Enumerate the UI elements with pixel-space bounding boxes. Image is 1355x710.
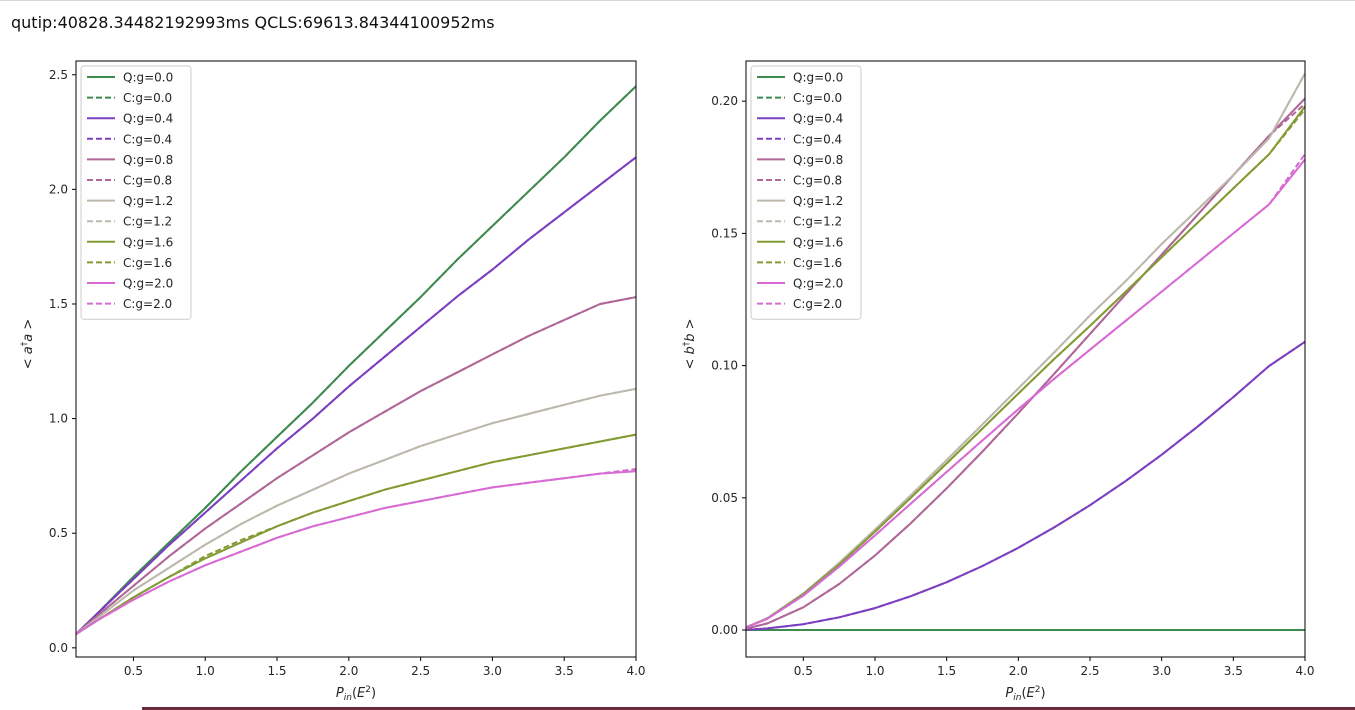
y-tick-label: 1.0 bbox=[49, 412, 68, 426]
x-tick-label: 4.0 bbox=[626, 664, 645, 678]
y-tick-label: 1.5 bbox=[49, 297, 68, 311]
series-line-c-g-1-2 bbox=[746, 72, 1305, 629]
y-tick-label: 0.00 bbox=[711, 623, 738, 637]
x-tick-label: 2.5 bbox=[411, 664, 430, 678]
y-tick-label: 0.15 bbox=[711, 226, 738, 240]
legend-entry: C:g=0.8 bbox=[123, 174, 172, 188]
x-tick-label: 2.5 bbox=[1080, 664, 1099, 678]
series-line-c-g-0-0 bbox=[76, 85, 636, 635]
series-line-c-g-1-6 bbox=[76, 433, 636, 635]
series-line-c-g-2-0 bbox=[746, 153, 1305, 629]
legend-entry: C:g=2.0 bbox=[123, 297, 172, 311]
legend-entry: C:g=1.6 bbox=[793, 256, 842, 270]
legend-entry: C:g=0.4 bbox=[793, 132, 842, 146]
legend-entry: C:g=1.2 bbox=[793, 215, 842, 229]
x-tick-label: 0.5 bbox=[794, 664, 813, 678]
chart-left: 0.5 1.0 1.5 2.0 2.5 3.0 3.5 4.0 0.0 0.5 1.0 1.5 2.0 2… bbox=[20, 60, 646, 703]
x-tick-label: 4.0 bbox=[1295, 664, 1314, 678]
timing-readout: qutip:40828.34482192993ms QCLS:69613.843… bbox=[11, 13, 495, 32]
legend-entry: Q:g=0.4 bbox=[793, 112, 843, 126]
figure: 0.5 1.0 1.5 2.0 2.5 3.0 3.5 4.0 0.0 0.5 1.0 1.5 2.0 2… bbox=[0, 48, 1355, 710]
legend-entry: Q:g=1.6 bbox=[793, 235, 843, 249]
legend-entry: Q:g=2.0 bbox=[123, 277, 173, 291]
x-tick-label: 1.5 bbox=[267, 664, 286, 678]
legend-entry: C:g=1.2 bbox=[123, 215, 172, 229]
legend-entry: Q:g=1.2 bbox=[123, 194, 173, 208]
legend: Q:g=0.0 C:g=0.0 Q:g=0.4 C:g=0.4 Q:g=0.8 C:g=0… bbox=[80, 65, 192, 320]
axes-frame bbox=[745, 60, 1306, 658]
y-axis-label: < a†a > bbox=[20, 319, 36, 370]
x-tick-label: 3.0 bbox=[483, 664, 502, 678]
x-tick-label: 1.0 bbox=[196, 664, 215, 678]
series-line-c-g-1-2 bbox=[76, 387, 636, 635]
series-group bbox=[746, 72, 1305, 631]
y-tick-label: 0.10 bbox=[711, 359, 738, 373]
series-line-c-g-0-8 bbox=[746, 103, 1305, 630]
y-axis-label: < b†b > bbox=[682, 318, 698, 369]
legend-entry: C:g=0.8 bbox=[793, 174, 842, 188]
x-axis-label: Pin(E2) bbox=[1005, 685, 1045, 703]
legend-entry: Q:g=2.0 bbox=[793, 277, 843, 291]
scroll-edge bbox=[142, 707, 1355, 710]
series-line-c-g-1-6 bbox=[746, 108, 1305, 629]
series-line-q-g-0-8 bbox=[76, 296, 636, 635]
legend-entry: Q:g=1.2 bbox=[793, 194, 843, 208]
legend-entry: C:g=2.0 bbox=[793, 297, 842, 311]
x-tick-label: 3.5 bbox=[1224, 664, 1243, 678]
y-tick-label: 0.05 bbox=[711, 491, 738, 505]
legend: Q:g=0.0 C:g=0.0 Q:g=0.4 C:g=0.4 Q:g=0.8 C:g=0… bbox=[750, 65, 862, 320]
x-tick-label: 1.5 bbox=[937, 664, 956, 678]
axes-frame bbox=[75, 60, 637, 658]
series-line-c-g-0-4 bbox=[746, 340, 1305, 631]
y-tick-label: 0.20 bbox=[711, 94, 738, 108]
series-line-c-g-2-0 bbox=[76, 468, 636, 635]
x-tick-label: 2.0 bbox=[1009, 664, 1028, 678]
series-group bbox=[76, 85, 636, 635]
chart-right: 0.5 1.0 1.5 2.0 2.5 3.0 3.5 4.0 0.00 0.05 0.10 0.15… bbox=[682, 60, 1315, 703]
legend-entry: Q:g=0.8 bbox=[793, 153, 843, 167]
x-tick-label: 2.0 bbox=[339, 664, 358, 678]
y-tick-label: 0.0 bbox=[49, 641, 68, 655]
y-tick-label: 0.5 bbox=[49, 526, 68, 540]
legend-entry: Q:g=0.0 bbox=[793, 71, 843, 85]
legend-box bbox=[750, 65, 862, 320]
output-header: qutip:40828.34482192993ms QCLS:69613.843… bbox=[0, 0, 1355, 49]
legend-entry: Q:g=1.6 bbox=[123, 235, 173, 249]
legend-entry: C:g=0.4 bbox=[123, 132, 172, 146]
legend-entry: C:g=1.6 bbox=[123, 256, 172, 270]
y-tick-label: 2.5 bbox=[49, 68, 68, 82]
y-tick-label: 2.0 bbox=[49, 182, 68, 196]
legend-entry: C:g=0.0 bbox=[793, 91, 842, 105]
figure-background bbox=[0, 48, 1355, 710]
x-tick-label: 3.5 bbox=[555, 664, 574, 678]
legend-entry: Q:g=0.0 bbox=[123, 71, 173, 85]
x-axis-label: Pin(E2) bbox=[336, 685, 376, 703]
legend-entry: C:g=0.0 bbox=[123, 91, 172, 105]
x-tick-label: 0.5 bbox=[124, 664, 143, 678]
legend-entry: Q:g=0.8 bbox=[123, 153, 173, 167]
legend-entry: Q:g=0.4 bbox=[123, 112, 173, 126]
x-tick-label: 3.0 bbox=[1152, 664, 1171, 678]
x-tick-label: 1.0 bbox=[865, 664, 884, 678]
series-line-c-g-0-4 bbox=[76, 156, 636, 635]
legend-box bbox=[80, 65, 192, 320]
